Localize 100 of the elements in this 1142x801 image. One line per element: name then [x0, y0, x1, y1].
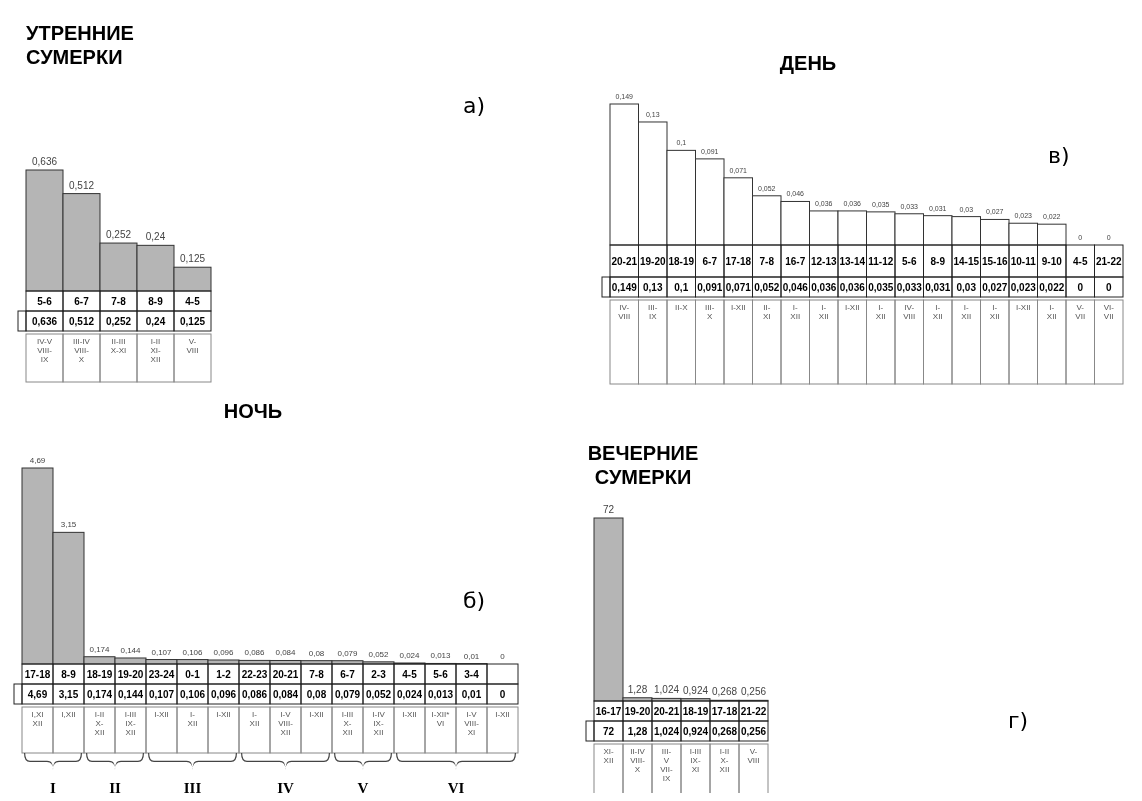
data-label: 0,107 — [148, 689, 175, 700]
annotation: б) — [463, 588, 486, 613]
text: I — [50, 780, 57, 796]
text: III- V VII- IX — [660, 747, 674, 783]
annotation: в) — [1048, 143, 1070, 168]
x-tick-label: 0-1 — [185, 669, 201, 680]
text: IV- VIII — [903, 303, 916, 321]
text: I,XI XII — [31, 710, 44, 728]
chart-title: ВЕЧЕРНИЕ СУМЕРКИ — [587, 442, 699, 488]
text: I-XII — [495, 710, 510, 719]
x-tick-label: 23-24 — [148, 669, 175, 680]
x-tick-label: 6-7 — [340, 669, 356, 680]
text: I,XII — [61, 710, 76, 719]
text: I-III IX- XII — [124, 710, 137, 737]
data-label: 4,69 — [27, 689, 48, 700]
text: 0,125 — [179, 253, 206, 265]
x-tick-label: 8-9 — [930, 256, 946, 267]
text: I-XII — [216, 710, 231, 719]
text: I-II XI- XII — [150, 337, 161, 364]
x-tick-label: 20-21 — [272, 669, 299, 680]
data-label: 0,252 — [105, 316, 132, 327]
text: 3,15 — [60, 520, 77, 530]
x-tick-label: 17-18 — [711, 706, 738, 717]
data-label: 0,636 — [31, 316, 58, 327]
text: 0,013 — [430, 651, 451, 661]
x-tick-label: 5-6 — [37, 296, 53, 307]
data-label: 0,144 — [117, 689, 144, 700]
text: 0,096 — [213, 647, 234, 657]
text: II- XI — [762, 303, 771, 321]
text: III- X — [705, 303, 715, 321]
text: а) — [463, 93, 486, 118]
text: 0,636 — [31, 156, 58, 167]
text: 0,01 — [463, 651, 480, 661]
text: I- XII — [249, 710, 260, 728]
text: 0,052 — [368, 649, 389, 659]
text: I- XII — [790, 303, 801, 321]
text: V- VIII — [747, 747, 760, 765]
chart-title: ДЕНЬ — [779, 52, 837, 74]
data-label: 0,149 — [611, 282, 638, 293]
text: 0,107 — [151, 647, 172, 657]
data-label: 0,013 — [427, 689, 454, 700]
text: I-XII — [309, 710, 324, 719]
data-label: 0,084 — [272, 689, 299, 700]
text: I-IV IX- XII — [372, 710, 386, 737]
text: I- XII — [989, 303, 1000, 321]
data-label: 0,071 — [725, 282, 752, 293]
x-tick-label: 4-5 — [402, 669, 418, 680]
x-tick-label: 6-7 — [702, 256, 718, 267]
x-tick-label: 21-22 — [1095, 256, 1122, 267]
text: I-II X- XII — [719, 747, 730, 774]
data-label: 3,15 — [58, 689, 79, 700]
data-label: 0 — [1077, 282, 1084, 293]
text: III — [183, 780, 202, 796]
x-tick-label: 2-3 — [371, 669, 387, 680]
text: 4,69 — [29, 456, 46, 465]
text: 0,084 — [275, 648, 296, 658]
data-label: 0,256 — [740, 726, 767, 737]
x-tick-label: 20-21 — [653, 706, 680, 717]
text: I- XII — [961, 303, 972, 321]
text: XI- XII — [603, 747, 614, 765]
data-label: 0,096 — [210, 689, 237, 700]
x-tick-label: 21-22 — [740, 706, 767, 717]
text: г) — [1008, 708, 1029, 733]
chart-title: НОЧЬ — [223, 400, 283, 422]
data-label: 0 — [499, 689, 506, 700]
data-label: 0 — [1105, 282, 1112, 293]
x-tick-label: 18-19 — [682, 706, 709, 717]
text: I- XII — [932, 303, 943, 321]
text: VI- VII — [1103, 303, 1115, 321]
text: III- IX — [648, 303, 658, 321]
text: I- XII — [1046, 303, 1057, 321]
data-label: 0,052 — [754, 282, 780, 293]
x-tick-label: 1-2 — [216, 669, 232, 680]
data-label: 0,036 — [839, 282, 866, 293]
text: I-XII — [402, 710, 417, 719]
data-label: 0,1 — [674, 282, 689, 293]
x-tick-label: 5-6 — [902, 256, 917, 267]
data-label: 0,052 — [365, 689, 392, 700]
data-label: 0,033 — [896, 282, 923, 293]
data-label: 1,28 — [627, 726, 648, 737]
x-tick-label: 15-16 — [981, 256, 1008, 267]
text: I- XII — [818, 303, 829, 321]
x-tick-label: 7-8 — [759, 256, 775, 267]
data-label: 0,13 — [643, 282, 663, 293]
x-tick-label: 8-9 — [61, 669, 77, 680]
x-tick-label: 10-11 — [1010, 256, 1037, 267]
data-label: 0,24 — [145, 316, 166, 327]
text: 0,512 — [68, 179, 95, 191]
text: I-XII — [844, 303, 860, 312]
text: I- XII — [187, 710, 198, 728]
data-label: 0,031 — [925, 282, 951, 293]
data-label: 0,035 — [868, 282, 894, 293]
text: II — [109, 780, 121, 796]
x-tick-label: 17-18 — [24, 669, 51, 680]
text: 0,924 — [682, 684, 709, 696]
text: V- VII — [1075, 303, 1086, 321]
data-label: 0,03 — [956, 282, 977, 293]
text: 1,024 — [653, 684, 680, 696]
x-tick-label: 18-19 — [668, 256, 695, 267]
text: 1,28 — [627, 683, 648, 695]
